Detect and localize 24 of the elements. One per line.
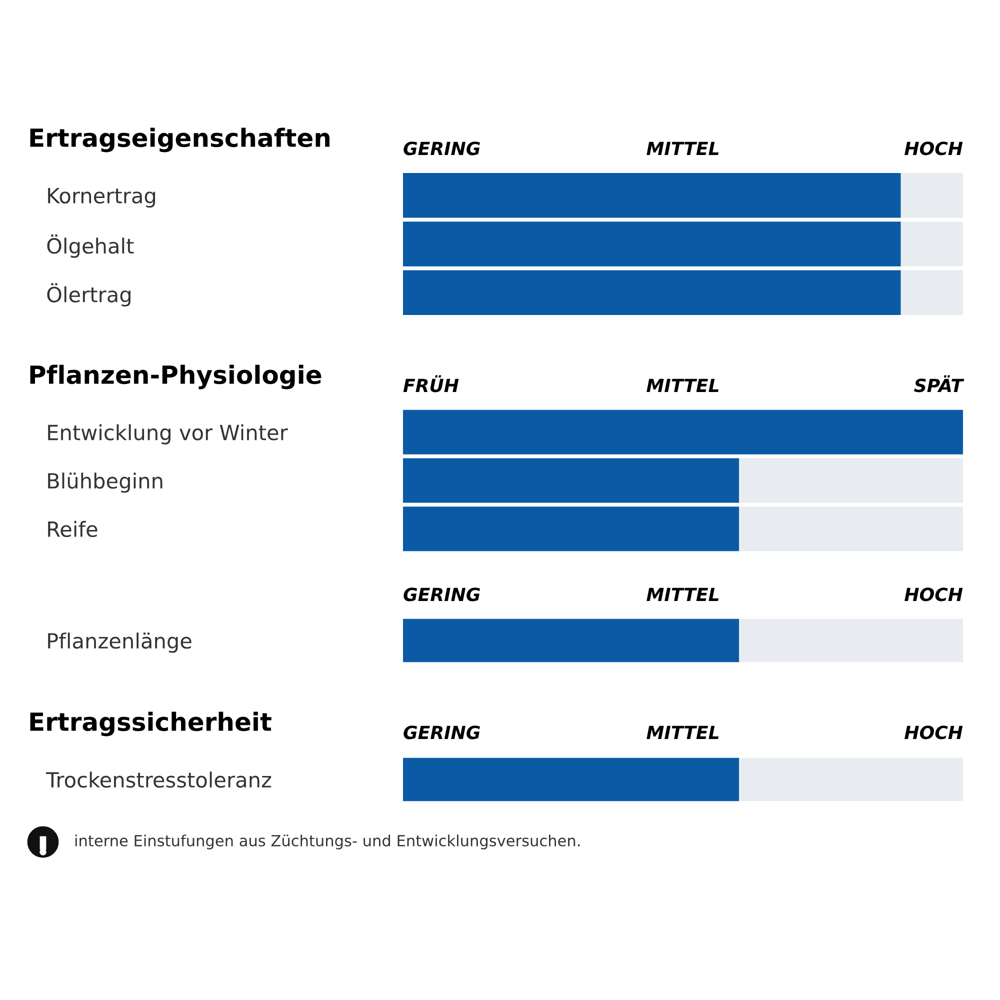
y-tick-label: Blühbeginn (48, 472, 162, 493)
text: HOCH (904, 142, 963, 156)
text: FRÜH (403, 375, 459, 392)
text: MITTEL (646, 142, 718, 155)
annotation: MITTEL (646, 726, 718, 739)
y-tick-label: Pflanzenlänge (48, 632, 192, 653)
text: Ertragseigenschaften (30, 128, 330, 152)
annotation: HOCH (904, 588, 963, 602)
annotation: GERING (404, 726, 480, 740)
annotation: HOCH (904, 726, 963, 740)
y-tick-label: Kornertrag (48, 188, 156, 208)
y-tick-label: Ölertrag (47, 283, 130, 306)
y-tick-label: Trockenstresstoleranz (46, 772, 272, 788)
y-tick-label: Ölgehalt (47, 234, 134, 258)
annotation: interne Einstufungen aus Züchtungs- und Entwicklungsversuchen. (75, 834, 580, 850)
text: SPÄT (914, 375, 964, 392)
annotation: MITTEL (646, 588, 718, 601)
text: Ertragssicherheit (30, 712, 272, 736)
text: Pflanzen-Physiologie (30, 364, 322, 390)
y-tick-label: Entwicklung vor Winter (48, 424, 288, 444)
y-tick-label: Reife (48, 520, 98, 538)
text: MITTEL (646, 378, 718, 392)
text: GERING (404, 142, 480, 156)
annotation: GERING (404, 588, 480, 602)
